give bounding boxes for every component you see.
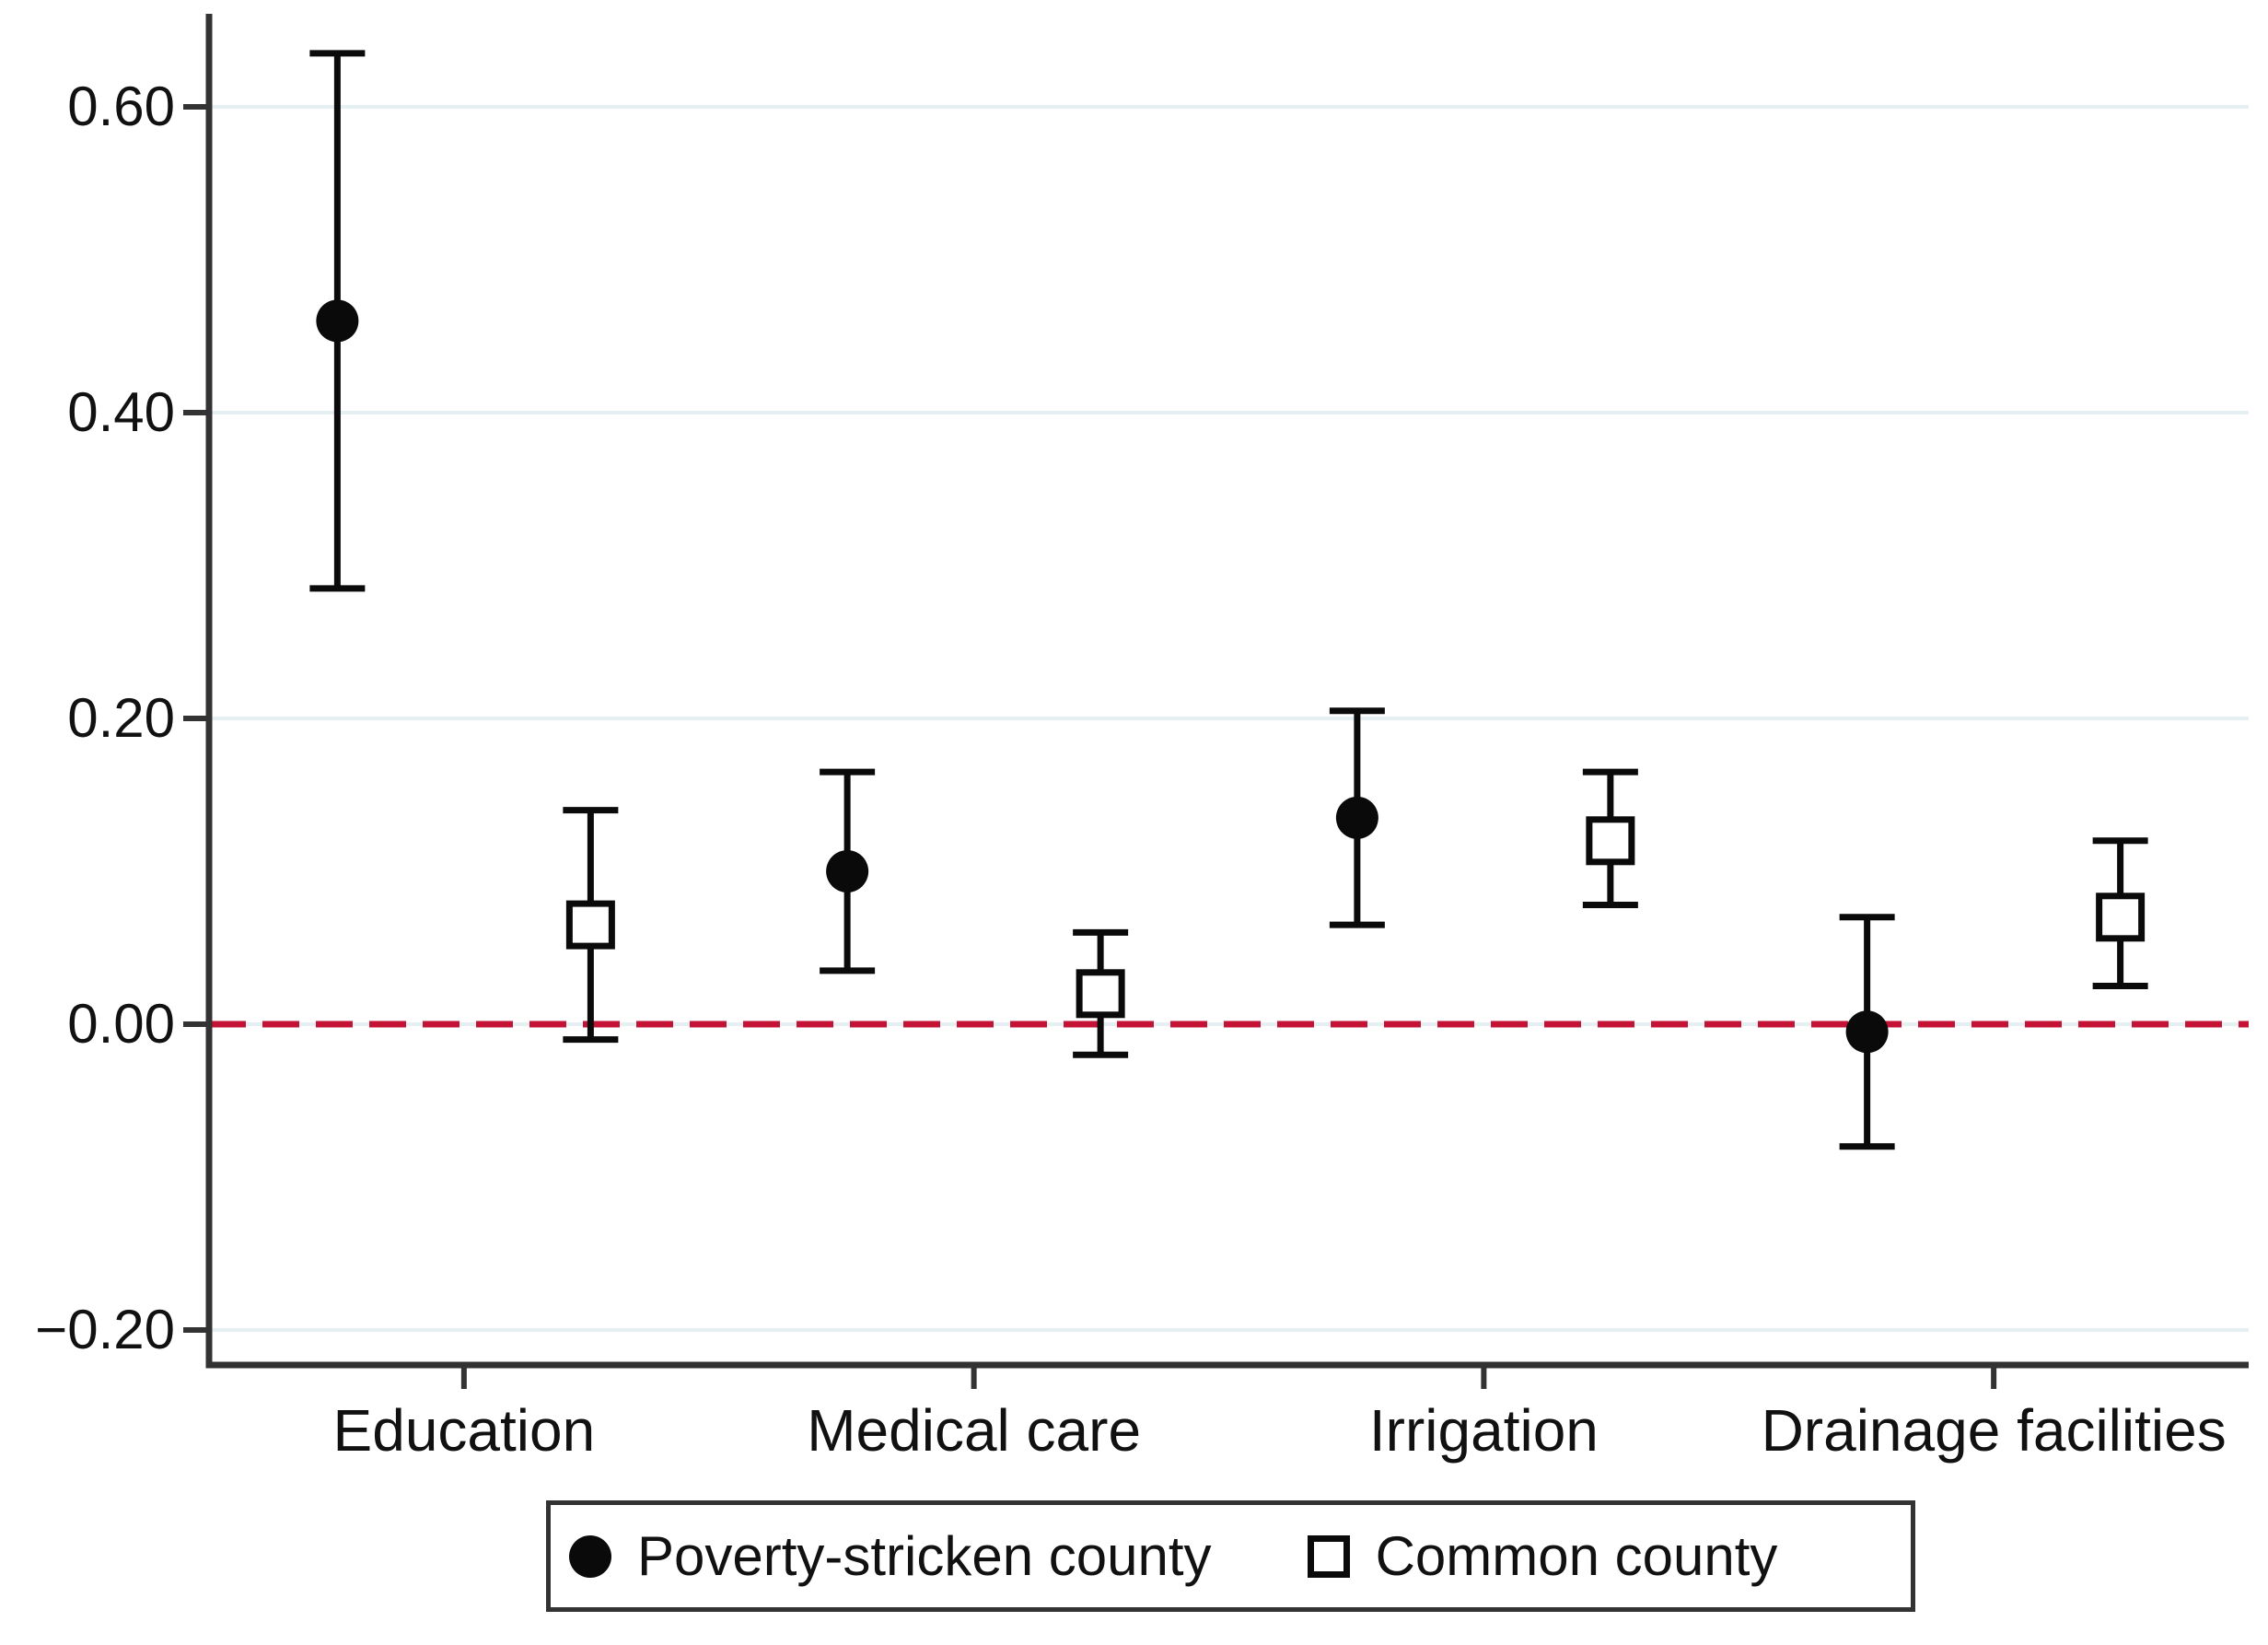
- legend-filled-circle-icon: [569, 1534, 611, 1578]
- y-tick-label: −0.20: [35, 1299, 175, 1360]
- y-tick-label: 0.00: [67, 993, 175, 1055]
- legend-box: Poverty-stricken county Common county: [546, 1500, 1915, 1612]
- legend-label-common-county: Common county: [1375, 1524, 1778, 1587]
- marker-open-square: [1586, 816, 1635, 866]
- y-tick-label: 0.20: [67, 687, 175, 749]
- marker-filled-circle: [826, 850, 869, 892]
- y-tick-label: 0.40: [67, 381, 175, 443]
- x-category-label: Irrigation: [1368, 1397, 1599, 1464]
- marker-open-square: [565, 900, 615, 950]
- marker-filled-circle: [316, 299, 359, 343]
- marker-filled-circle: [1845, 1010, 1889, 1054]
- marker-filled-circle: [1335, 796, 1378, 839]
- x-category-label: Medical care: [807, 1397, 1142, 1464]
- x-category-label: Education: [332, 1397, 596, 1464]
- y-tick-label: 0.60: [67, 76, 175, 137]
- marker-open-square: [2096, 892, 2146, 942]
- x-category-label: Drainage facilities: [1761, 1397, 2227, 1464]
- coefficient-plot-svg: [183, 14, 2249, 1389]
- legend-label-poverty-stricken-county: Poverty-stricken county: [637, 1524, 1212, 1587]
- marker-open-square: [1076, 969, 1125, 1019]
- legend-open-square-icon: [1307, 1534, 1350, 1578]
